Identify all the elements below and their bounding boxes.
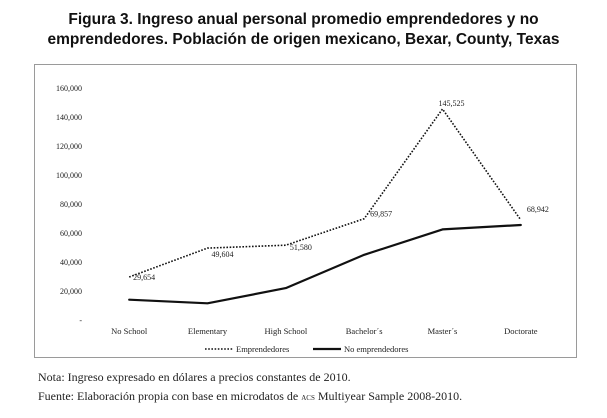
chart-title-line-1: Figura 3. Ingreso anual personal promedi…	[68, 11, 539, 28]
y-tick-label: 120,000	[56, 142, 82, 151]
y-tick-label: 100,000	[56, 171, 82, 180]
x-tick-label: High School	[264, 326, 307, 336]
chart-frame	[34, 64, 577, 358]
x-tick-label: Elementary	[188, 326, 228, 336]
source-text: Fuente: Elaboración propia con base en m…	[38, 389, 462, 404]
series-line-no-emprendedores	[128, 223, 522, 305]
legend-label: No emprendedores	[344, 344, 408, 354]
y-tick-label: 160,000	[56, 84, 82, 93]
data-label: 145,525	[439, 99, 465, 108]
note-text: Nota: Ingreso expresado en dólares a pre…	[38, 370, 351, 384]
source-prefix: Fuente: Elaboración propia con base en m…	[38, 389, 302, 403]
y-tick-label: 40,000	[60, 258, 82, 267]
data-label: 29,654	[133, 273, 155, 282]
data-label: 69,857	[370, 210, 392, 219]
y-tick-label: 140,000	[56, 113, 82, 122]
data-label: 68,942	[527, 205, 549, 214]
x-tick-label: No School	[111, 326, 148, 336]
y-tick-label: 60,000	[60, 229, 82, 238]
data-label: 51,580	[290, 243, 312, 252]
x-tick-label: Master´s	[428, 326, 458, 336]
x-tick-label: Bachelor´s	[346, 326, 383, 336]
chart-title: Figura 3. Ingreso anual personal promedi…	[0, 10, 607, 50]
chart-title-line-2: emprendedores. Población de origen mexic…	[47, 31, 560, 48]
x-tick-label: Doctorate	[504, 326, 538, 336]
y-tick-label: -	[79, 316, 82, 325]
y-tick-label: 80,000	[60, 200, 82, 209]
series-line-emprendedores	[128, 108, 522, 278]
legend-label: Emprendedores	[236, 344, 289, 354]
source-acronym: ACS	[301, 393, 315, 403]
y-tick-label: 20,000	[60, 287, 82, 296]
data-label: 49,604	[212, 250, 234, 259]
source-suffix: Multiyear Sample 2008-2010.	[314, 389, 463, 403]
